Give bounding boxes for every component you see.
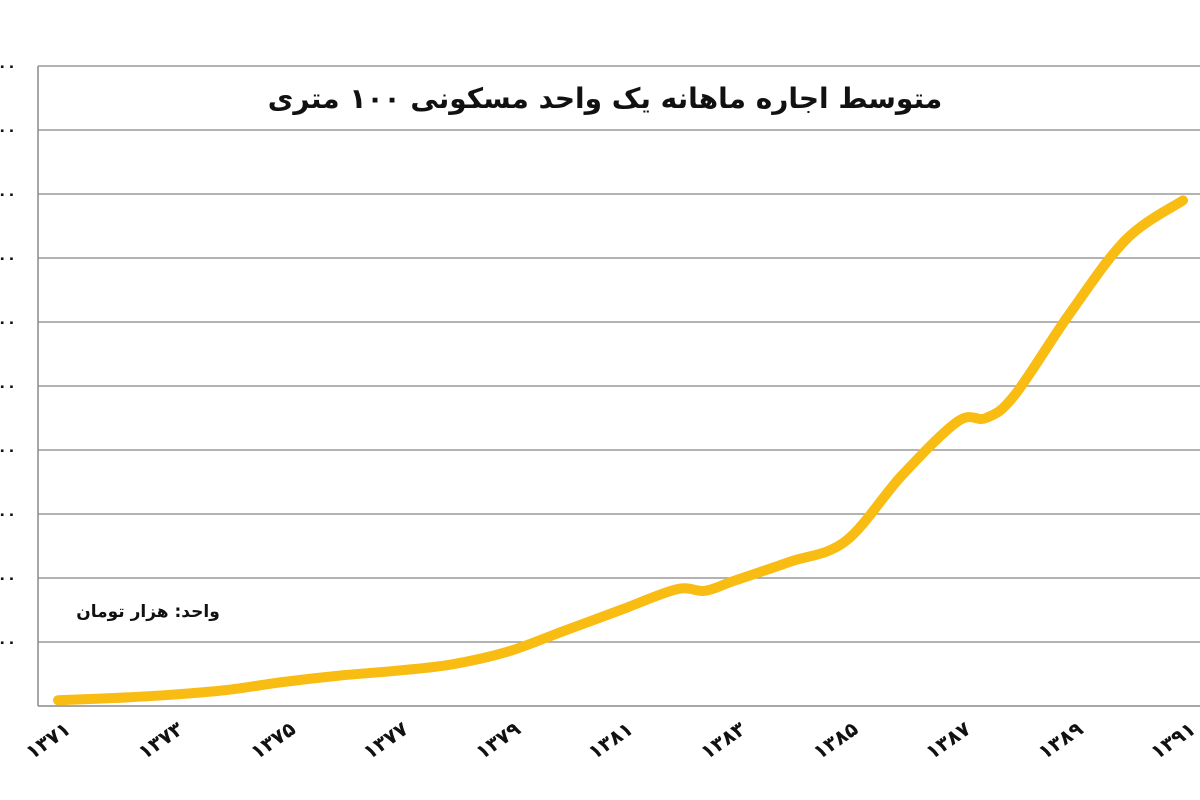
y-tick-label: ۸۰۰	[0, 441, 16, 459]
x-tick-label: ۱۳۷۵	[246, 716, 300, 764]
y-tick-label: ۲۰۰	[0, 633, 16, 651]
grid-lines	[38, 65, 1200, 643]
x-tick-label: ۱۳۸۷	[921, 716, 975, 764]
unit-label: واحد: هزار تومان	[76, 602, 220, 622]
y-tick-label: ۱۰۰۰	[0, 377, 16, 395]
y-tick-label: ۶۰۰	[0, 505, 16, 523]
x-tick-label: ۱۳۷۹	[471, 716, 525, 764]
x-tick-label: ۱۳۸۳	[696, 716, 750, 764]
series-lines	[53, 195, 1188, 706]
series-line	[53, 195, 1188, 706]
axes	[37, 66, 1200, 707]
x-tick-label: ۱۳۸۹	[1034, 716, 1088, 764]
y-tick-label: ۱۶۰۰	[0, 185, 16, 203]
y-tick-label: ۴۰۰	[0, 569, 16, 587]
x-tick-label: ۱۳۸۱	[584, 716, 638, 764]
y-tick-label: ۱۲۰۰	[0, 313, 16, 331]
y-tick-labels: ۲۰۰ ۴۰۰ ۶۰۰ ۸۰۰ ۱۰۰۰ ۱۲۰۰ ۱۴۰۰ ۱۶۰۰ ۱۸۰۰ ۲۰۰۰	[0, 57, 16, 651]
y-tick-label: ۲۰۰۰	[0, 57, 16, 75]
x-tick-label: ۱۳۸۵	[809, 716, 863, 764]
x-tick-label: ۱۳۷۱	[21, 716, 75, 764]
x-tick-label: ۱۳۷۷	[359, 716, 413, 764]
chart-title: متوسط اجاره ماهانه یک واحد مسکونی ۱۰۰ مت…	[268, 82, 942, 115]
y-tick-label: ۱۴۰۰	[0, 249, 16, 267]
y-tick-label: ۱۸۰۰	[0, 121, 16, 139]
x-tick-label: ۱۳۹۱	[1146, 716, 1200, 764]
x-tick-labels: ۱۳۷۱ ۱۳۷۳ ۱۳۷۵ ۱۳۷۷ ۱۳۷۹ ۱۳۸۱ ۱۳۸۳ ۱۳۸۵ ۱۳۸۷ ۱۳۸۹…	[21, 716, 1200, 764]
x-tick-label: ۱۳۷۳	[134, 716, 188, 764]
